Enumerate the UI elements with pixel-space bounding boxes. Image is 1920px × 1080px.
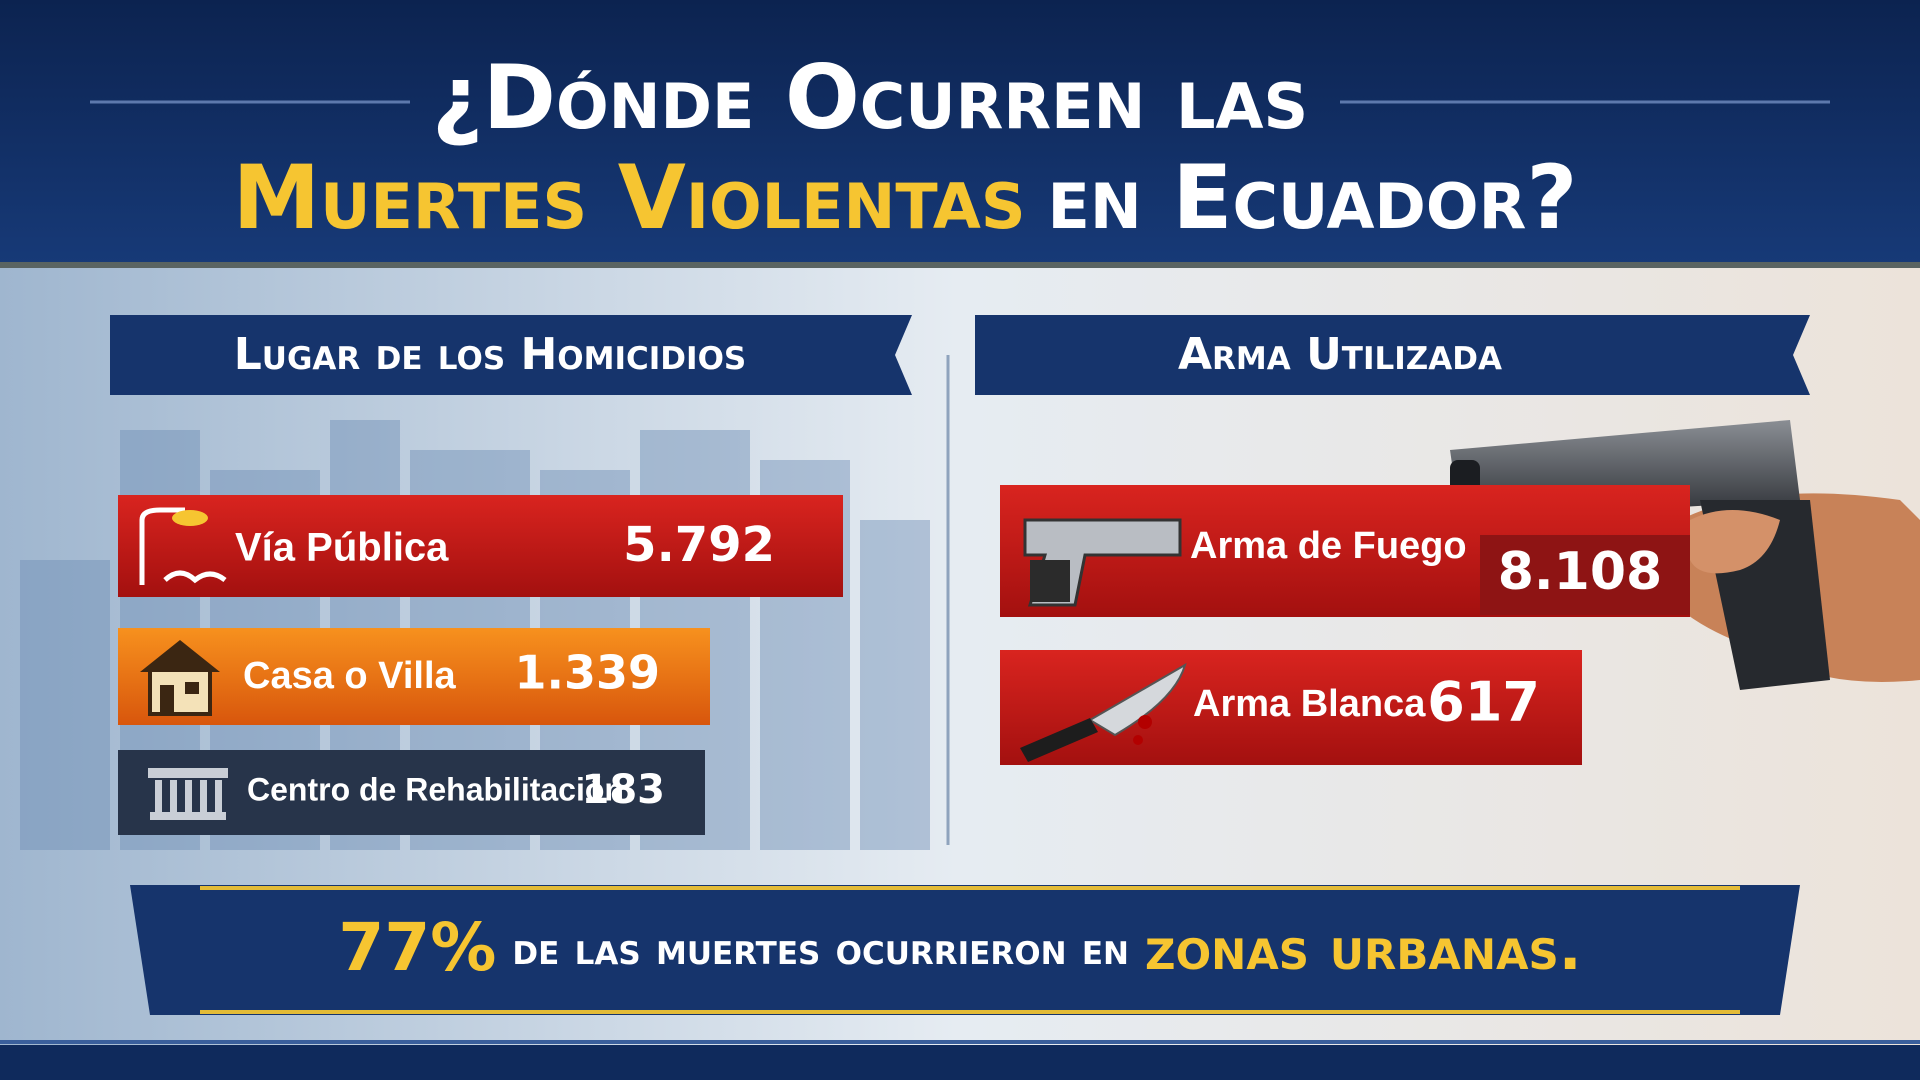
item-value: 617 (1427, 671, 1540, 734)
value-box (1480, 535, 1690, 615)
title-highlight: Muertes Violentas (233, 146, 1026, 249)
section-banner (975, 315, 1810, 395)
item-label: Casa o Villa (243, 655, 457, 697)
title-line: ¿Dónde Ocurren las (432, 46, 1308, 149)
item-label: Vía Pública (235, 526, 449, 570)
bottom-band (0, 1045, 1920, 1080)
header-band (0, 0, 1920, 268)
prison-icon (148, 768, 228, 820)
item-panel (1000, 650, 1582, 765)
footer-middle: de las muertes ocurrieron en (512, 924, 1129, 975)
footer-band (130, 885, 1800, 1015)
footer-percent: 77% (338, 909, 496, 986)
item-value: 1.339 (514, 646, 660, 700)
section-heading: Arma Utilizada (1178, 329, 1502, 380)
footer-highlight: zonas urbanas. (1145, 914, 1582, 984)
footer-text: 77% de las muertes ocurrieron en zonas urb… (338, 909, 1581, 986)
item-panel (118, 495, 843, 597)
pistol-icon (1023, 518, 1182, 607)
item-value: 5.792 (623, 517, 775, 573)
item-panel (118, 628, 710, 725)
title-line: Muertes Violentas en Ecuador? (233, 146, 1578, 249)
streetlight-icon (139, 507, 227, 585)
knife-icon (1020, 662, 1187, 762)
title-rest: en Ecuador? (1048, 146, 1578, 249)
item-label: Arma de Fuego (1190, 525, 1467, 567)
header-edge (0, 262, 1920, 268)
item-value: 183 (582, 767, 666, 813)
section-banner (110, 315, 912, 395)
item-label: Centro de Rehabilitación (247, 771, 624, 807)
item-label: Arma Blanca (1193, 683, 1426, 725)
bottom-rule (0, 1040, 1920, 1044)
hand-gun-illustration (1450, 420, 1920, 690)
item-value: 8.108 (1498, 542, 1662, 602)
house-icon (140, 640, 220, 716)
section-heading: Lugar de los Homicidios (234, 329, 747, 380)
